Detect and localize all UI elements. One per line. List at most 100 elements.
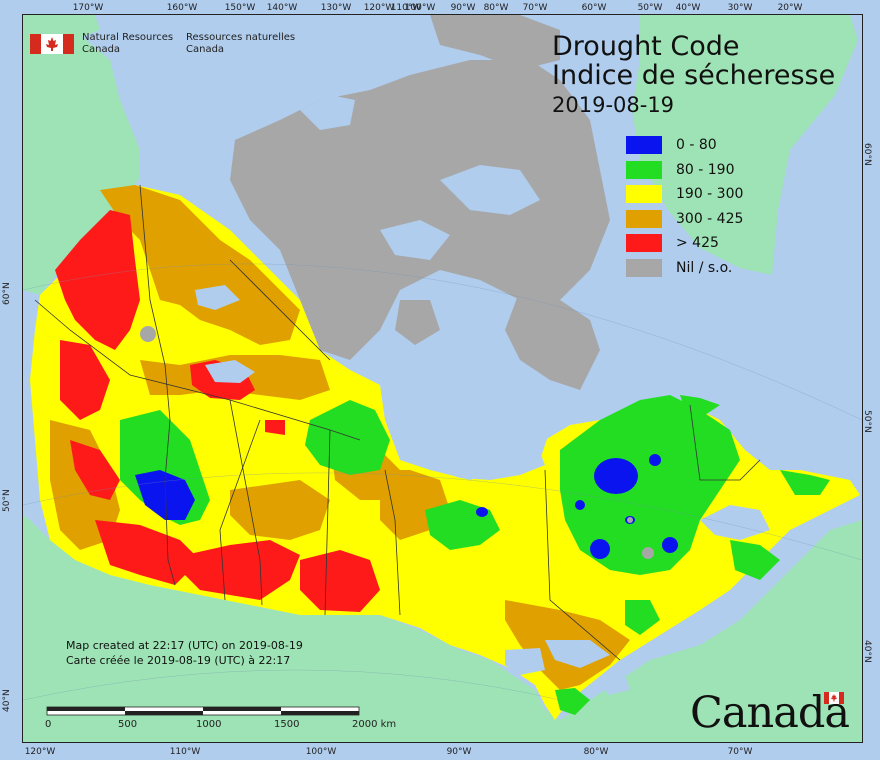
nil-data-patch (140, 326, 156, 342)
usa-land (23, 515, 862, 742)
latitude-tick-label: 60°N (2, 282, 12, 305)
great-lake (505, 648, 545, 675)
scale-label: 2000 km (352, 719, 397, 730)
arctic-channel (380, 220, 450, 260)
drought-zone-over-425 (300, 550, 380, 612)
southampton-island (395, 300, 440, 345)
latitude-tick-label: 40°N (862, 640, 872, 663)
border-line (689, 404, 761, 481)
legend-label: 0 - 80 (676, 137, 717, 154)
legend-label: > 425 (676, 235, 719, 252)
legend-item: 300 - 425 (626, 207, 743, 232)
map-border (22, 14, 863, 743)
graticule-line (22, 669, 561, 701)
longitude-tick-label: 30°W (727, 3, 753, 13)
baffin-south (505, 290, 600, 390)
nil-data-patch (627, 517, 633, 523)
legend-label: 80 - 190 (676, 161, 735, 178)
creation-note-fr: Carte créée le 2019-08-19 (UTC) à 22:17 (66, 654, 291, 667)
map-title-block: Drought Code Indice de sécheresse 2019-0… (552, 32, 835, 119)
longitude-tick-label: 120°W (24, 747, 56, 757)
scale-label: 1000 (196, 719, 222, 730)
great-lake (545, 640, 610, 668)
drought-zone-0-80 (590, 539, 610, 559)
agency-name-fr-2: Canada (186, 44, 225, 55)
longitude-tick-label: 90°W (446, 747, 472, 757)
great-bear-lake (195, 285, 240, 310)
legend-swatch (626, 234, 662, 253)
graticule-line (22, 472, 863, 561)
great-slave-lake (205, 360, 255, 383)
drought-zone-0-80 (662, 537, 678, 553)
drought-zone-80-190 (305, 400, 390, 475)
border-line (139, 184, 176, 586)
graticule (22, 263, 863, 701)
scale-label: 1500 (274, 719, 300, 730)
legend-item: Nil / s.o. (626, 256, 743, 281)
drought-zone-0-80 (135, 470, 195, 520)
hudson-strait (545, 385, 640, 440)
drought-zone-over-425 (185, 540, 300, 600)
border-line (34, 299, 361, 441)
legend-swatch (626, 136, 662, 155)
border-line (384, 469, 401, 616)
drought-zone-80-190 (680, 395, 720, 415)
legend-label: 300 - 425 (676, 210, 744, 227)
longitude-tick-label: 100°W (305, 747, 337, 757)
border-line (324, 429, 331, 616)
drought-zone-over-425 (60, 340, 110, 420)
longitude-tick-label: 150°W (224, 3, 256, 13)
longitude-tick-label: 70°W (522, 3, 548, 13)
drought-zone-300-425 (230, 480, 330, 540)
canada-flag-icon (30, 34, 74, 54)
border-line (229, 399, 263, 606)
legend-item: > 425 (626, 231, 743, 256)
legend-item: 190 - 300 (626, 182, 743, 207)
border-line (219, 419, 261, 601)
longitude-tick-label: 110°W (169, 747, 201, 757)
legend-swatch (626, 160, 662, 179)
arctic-channel (300, 95, 355, 130)
legend-label: Nil / s.o. (676, 259, 733, 276)
greenland-land (632, 15, 858, 275)
drought-zone-0-80 (649, 454, 661, 466)
longitude-tick-label: 140°W (266, 3, 298, 13)
drought-zone-0-80 (575, 500, 585, 510)
longitude-tick-label: 100°W (404, 3, 436, 13)
latitude-tick-label: 50°N (862, 410, 872, 433)
border-line (544, 469, 621, 661)
latitude-tick-label: 40°N (2, 689, 12, 712)
legend-item: 0 - 80 (626, 133, 743, 158)
longitude-tick-label: 20°W (777, 3, 803, 13)
drought-zone-0-80 (594, 458, 638, 494)
drought-zone-over-425 (265, 420, 285, 435)
gulf-st-lawrence (700, 505, 770, 540)
title-english: Drought Code (552, 31, 740, 62)
agency-name-en-2: Canada (82, 44, 121, 55)
great-lake (600, 675, 630, 695)
longitude-tick-label: 60°W (581, 3, 607, 13)
drought-zone-over-425 (95, 520, 200, 585)
latitude-tick-label: 50°N (2, 489, 12, 512)
scale-label: 500 (118, 719, 138, 730)
longitude-tick-label: 170°W (72, 3, 104, 13)
agency-name-en-1: Natural Resources (82, 32, 174, 43)
drought-zone-0-80 (476, 507, 488, 517)
drought-zone-80-190 (780, 470, 830, 495)
wordmark-flag-icon (824, 692, 844, 704)
longitude-tick-label: 90°W (450, 3, 476, 13)
longitude-tick-label: 120°W (363, 3, 395, 13)
drought-zone-80-190 (730, 540, 780, 580)
legend-swatch (626, 258, 662, 277)
alaska-land (23, 15, 140, 295)
map-date: 2019-08-19 (552, 93, 675, 117)
drought-zone-over-425 (70, 440, 120, 500)
longitude-tick-label: 40°W (675, 3, 701, 13)
longitude-tick-label: 50°W (637, 3, 663, 13)
ellesmere-island (430, 15, 560, 70)
legend-item: 80 - 190 (626, 158, 743, 183)
creation-note: Map created at 22:17 (UTC) on 2019-08-19… (66, 638, 303, 668)
nil-data-patch (642, 547, 654, 559)
scale-label: 0 (45, 719, 52, 730)
